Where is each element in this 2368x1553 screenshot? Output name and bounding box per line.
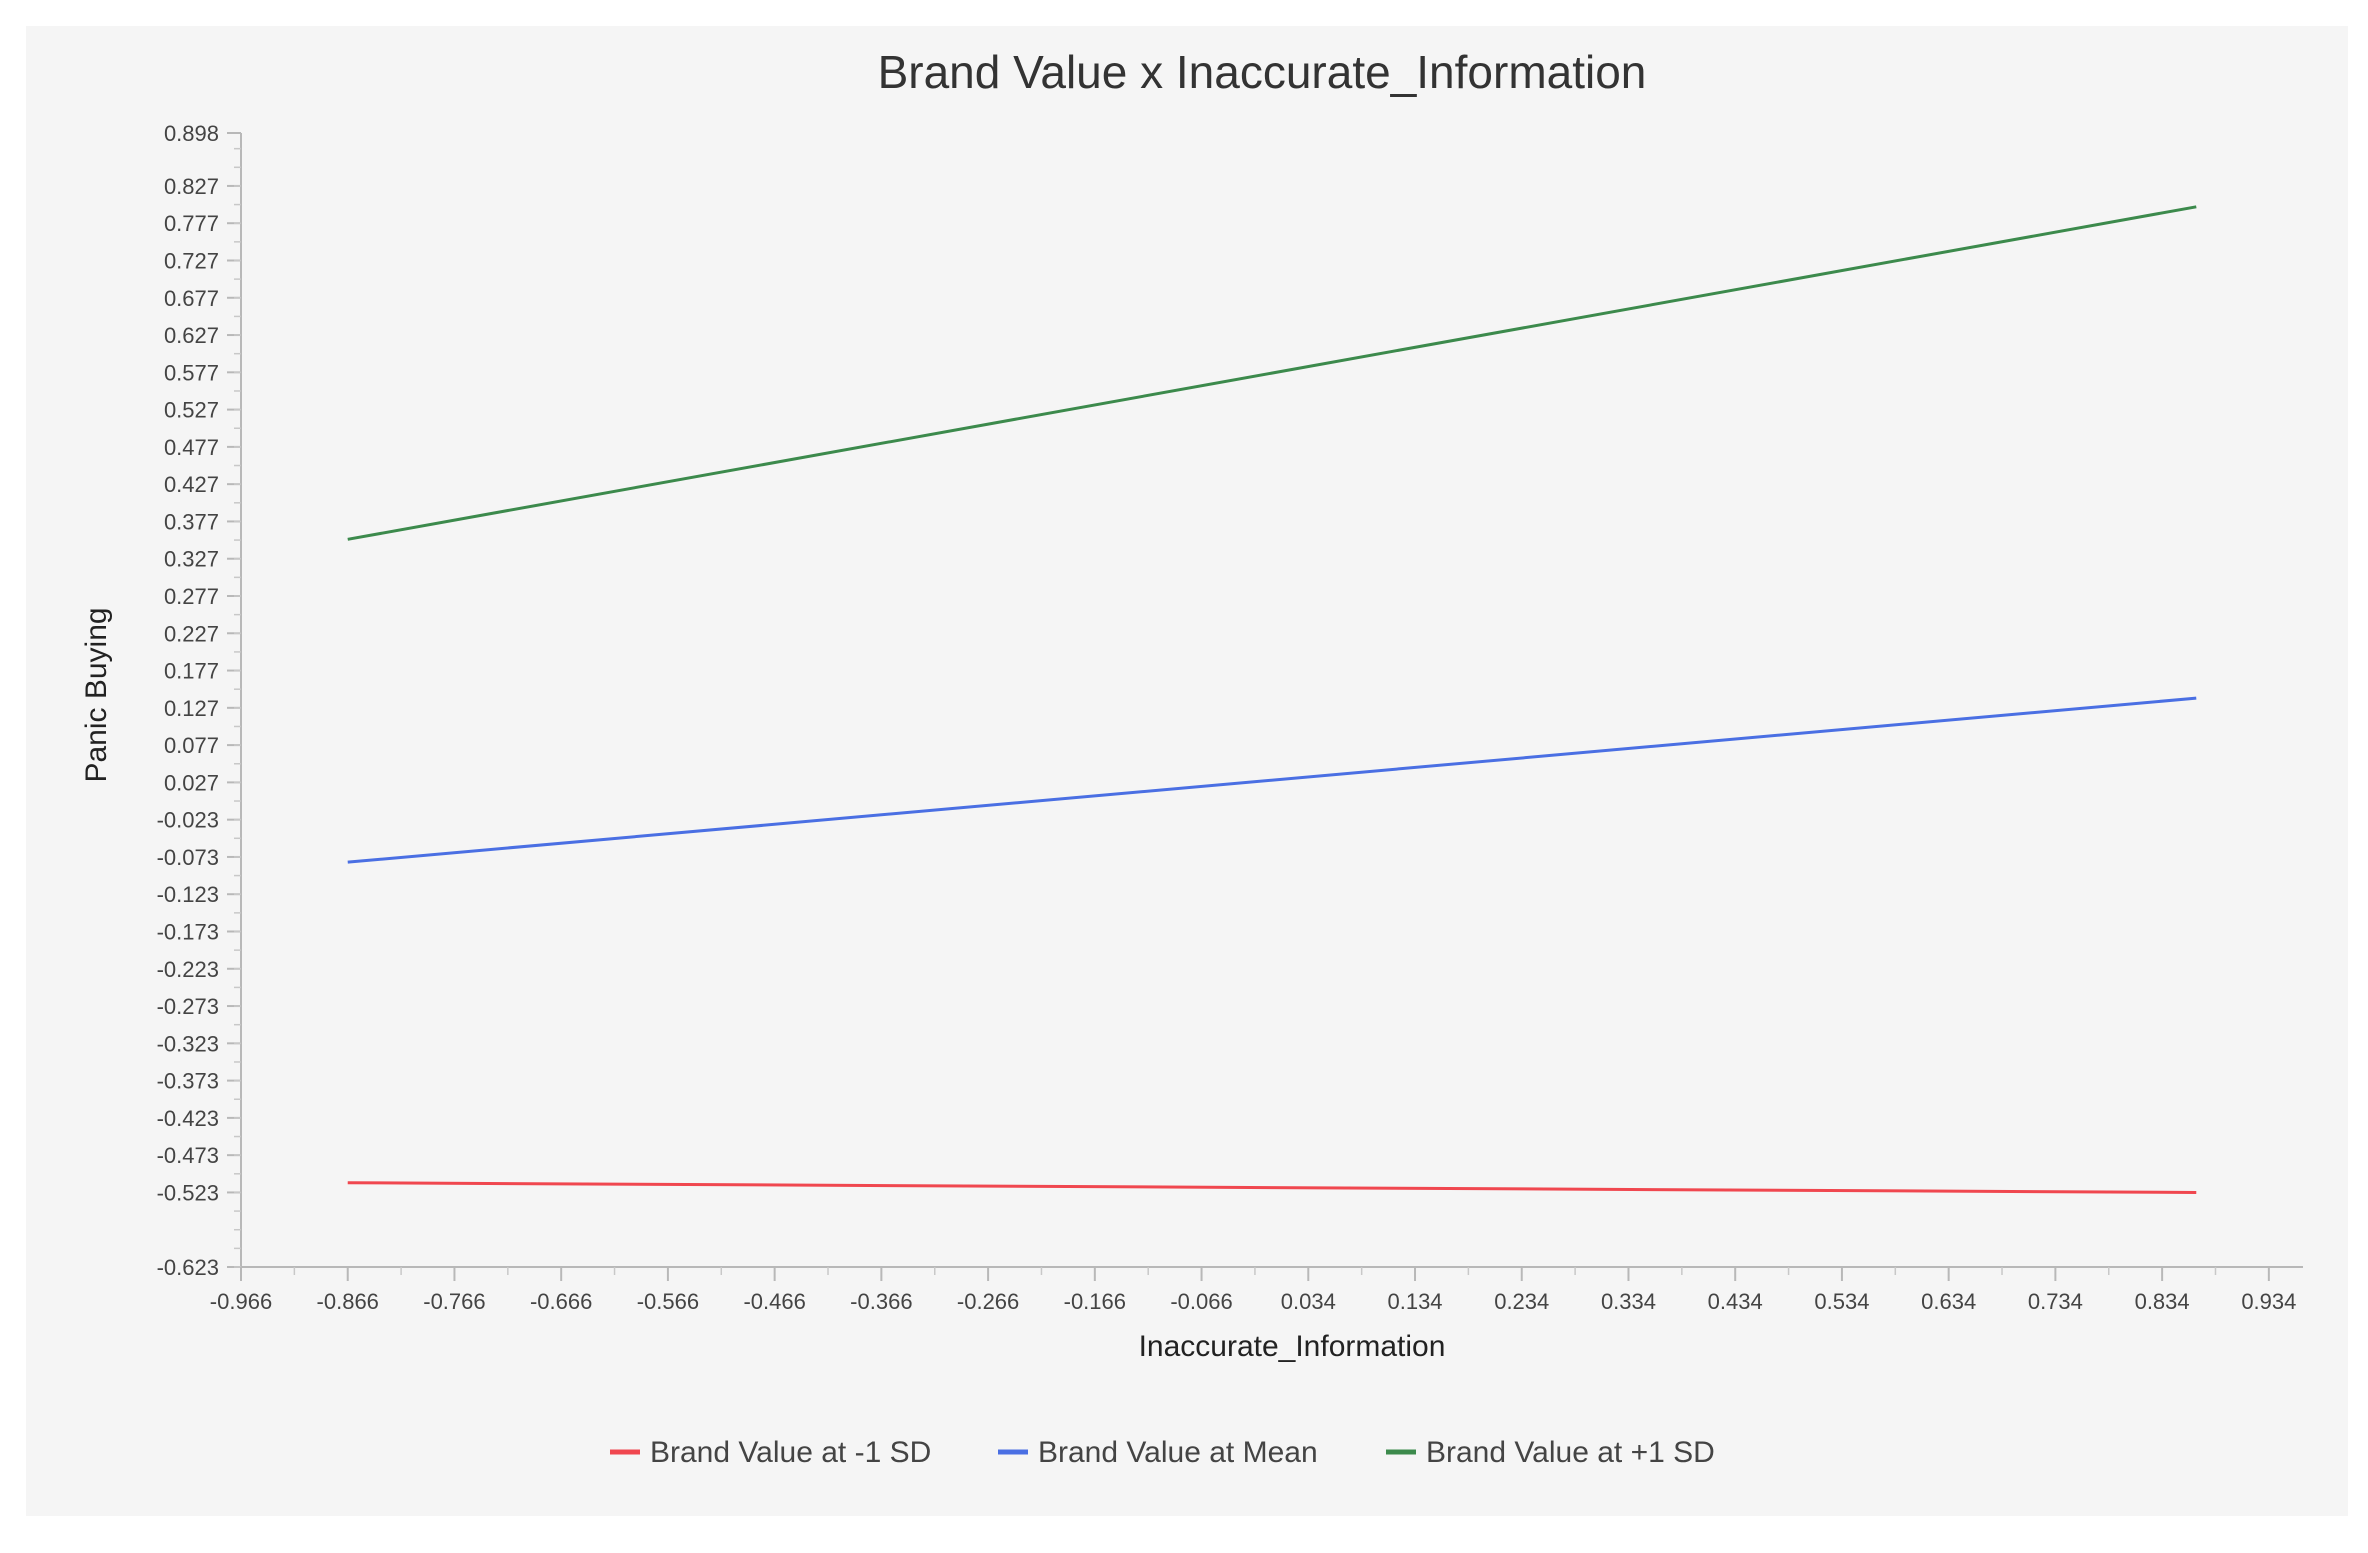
y-tick-label: -0.323 <box>157 1031 219 1056</box>
axes <box>240 133 2303 1268</box>
y-tick-label: -0.523 <box>157 1180 219 1205</box>
x-tick-label: -0.466 <box>743 1289 805 1314</box>
y-tick-label: -0.273 <box>157 994 219 1019</box>
x-tick-label: 0.034 <box>1281 1289 1336 1314</box>
y-tick-label: -0.423 <box>157 1106 219 1131</box>
x-tick-label: 0.634 <box>1921 1289 1976 1314</box>
x-tick-label: -0.666 <box>530 1289 592 1314</box>
y-tick-label: 0.727 <box>164 248 219 273</box>
x-tick-label: -0.866 <box>317 1289 379 1314</box>
y-tick-label: -0.073 <box>157 845 219 870</box>
y-tick-label: 0.227 <box>164 621 219 646</box>
x-tick-label: -0.066 <box>1170 1289 1232 1314</box>
y-tick-label: -0.373 <box>157 1069 219 1094</box>
y-tick-label: 0.027 <box>164 770 219 795</box>
x-tick-label: 0.434 <box>1708 1289 1763 1314</box>
x-tick-label: -0.366 <box>850 1289 912 1314</box>
y-tick-label: -0.023 <box>157 808 219 833</box>
x-tick-label: 0.534 <box>1814 1289 1869 1314</box>
x-tick-label: 0.234 <box>1494 1289 1549 1314</box>
y-tick-label: 0.327 <box>164 547 219 572</box>
chart-title: Brand Value x Inaccurate_Information <box>878 46 1647 98</box>
series-lines <box>347 205 2197 1194</box>
x-axis-ticks: -0.966 -0.866 -0.766 -0.666 -0.566 -0.466 -0.3… <box>210 1267 2296 1314</box>
x-tick-label: 0.134 <box>1387 1289 1442 1314</box>
x-tick-label: -0.566 <box>637 1289 699 1314</box>
y-tick-label: 0.777 <box>164 211 219 236</box>
y-tick-label: -0.173 <box>157 919 219 944</box>
y-tick-label: 0.127 <box>164 696 219 721</box>
x-tick-label: -0.966 <box>210 1289 272 1314</box>
series-line-3 <box>347 205 2197 541</box>
series-line-2 <box>347 696 2197 864</box>
line-chart: Brand Value x Inaccurate_Information 0.8… <box>80 46 2303 1469</box>
y-tick-label: 0.627 <box>164 323 219 348</box>
y-tick-label: -0.623 <box>157 1255 219 1280</box>
series-line-1 <box>347 1181 2197 1194</box>
y-tick-label: 0.427 <box>164 472 219 497</box>
x-tick-label: -0.166 <box>1064 1289 1126 1314</box>
y-tick-label: 0.898 <box>164 121 219 146</box>
y-tick-label: 0.177 <box>164 659 219 684</box>
legend-label-2: Brand Value at Mean <box>1038 1436 1318 1469</box>
y-tick-label: 0.577 <box>164 360 219 385</box>
y-tick-label: 0.077 <box>164 733 219 758</box>
x-tick-label: 0.334 <box>1601 1289 1656 1314</box>
y-tick-label: -0.473 <box>157 1143 219 1168</box>
x-tick-label: 0.934 <box>2241 1289 2296 1314</box>
y-tick-label: 0.677 <box>164 286 219 311</box>
x-axis-title: Inaccurate_Information <box>1139 1330 1446 1363</box>
legend-label-3: Brand Value at +1 SD <box>1426 1436 1715 1469</box>
y-tick-label: -0.123 <box>157 882 219 907</box>
y-tick-label: 0.527 <box>164 398 219 423</box>
legend: Brand Value at -1 SD Brand Value at Mean B… <box>610 1436 1715 1469</box>
legend-label-1: Brand Value at -1 SD <box>650 1436 931 1469</box>
y-tick-label: 0.827 <box>164 174 219 199</box>
y-tick-label: -0.223 <box>157 957 219 982</box>
y-tick-label: 0.477 <box>164 435 219 460</box>
x-tick-label: 0.734 <box>2028 1289 2083 1314</box>
chart-panel: Brand Value x Inaccurate_Information 0.8… <box>26 26 2348 1516</box>
x-tick-label: 0.834 <box>2135 1289 2190 1314</box>
x-tick-label: -0.266 <box>957 1289 1019 1314</box>
y-axis-title: Panic Buying <box>80 607 113 782</box>
y-tick-label: 0.277 <box>164 584 219 609</box>
y-tick-label: 0.377 <box>164 509 219 534</box>
y-axis-ticks: 0.898 0.827 0.777 0.727 0.677 0.627 0.577 0.527… <box>157 121 241 1280</box>
x-tick-label: -0.766 <box>423 1289 485 1314</box>
